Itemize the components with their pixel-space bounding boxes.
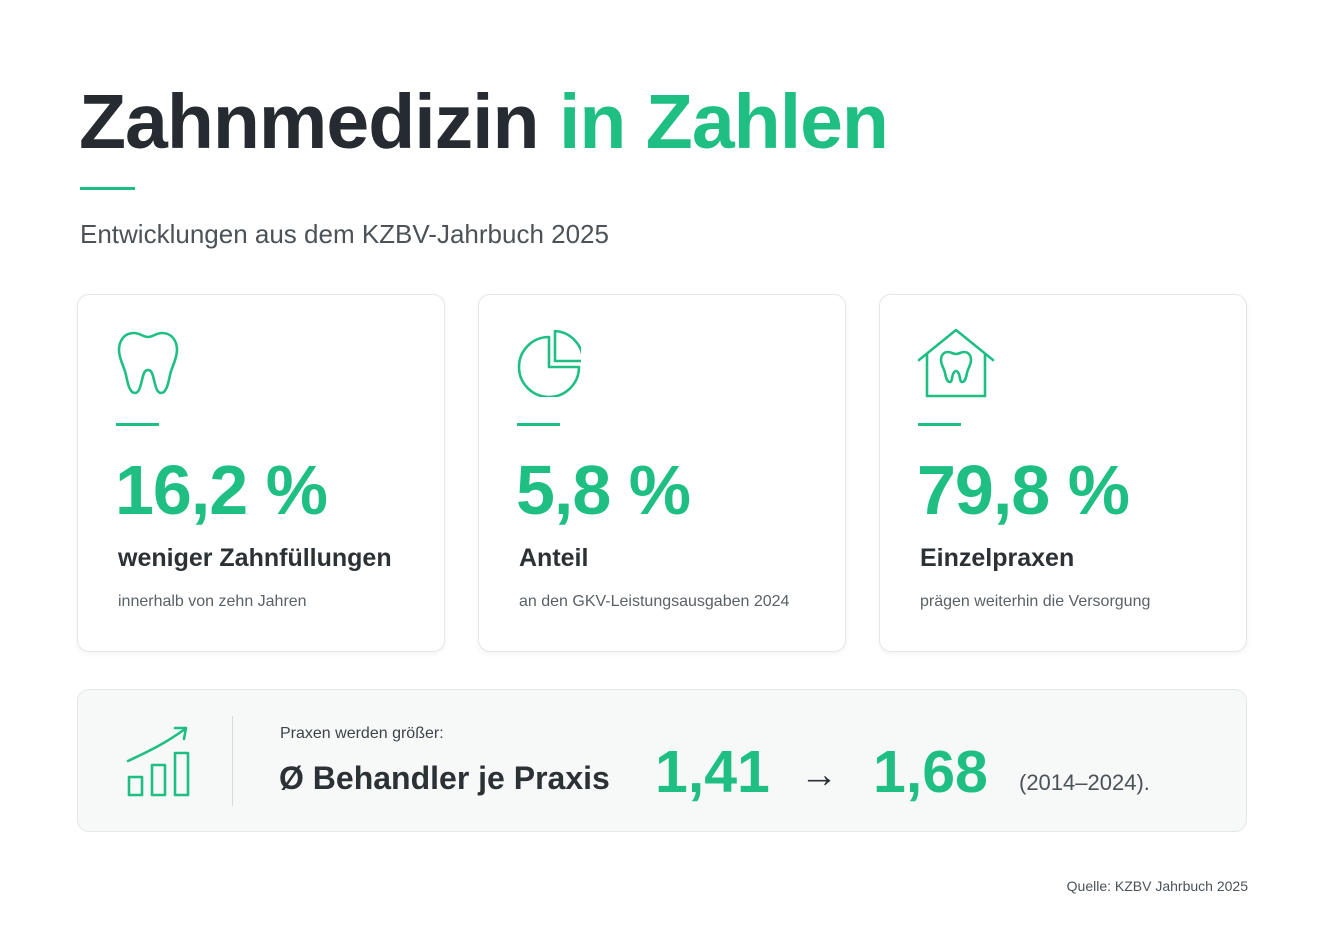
title-underline [80,187,135,190]
banner-kicker: Praxen werden größer: [280,725,444,742]
house-tooth-icon [917,328,995,398]
practice-size-banner: Praxen werden größer: Ø Behandler je Pra… [77,689,1247,832]
page-title: Zahnmedizin in Zahlen [79,84,889,161]
tooth-icon [117,331,179,395]
value-2024: 1,68 [873,739,988,805]
stat-card-share: 5,8 % Anteil an den GKV-Leistungsausgabe… [478,294,846,652]
title-accent: in Zahlen [558,79,889,165]
growth-chart-icon [126,726,190,797]
page-subtitle: Entwicklungen aus dem KZBV-Jahrbuch 2025 [80,219,609,249]
stat-caption: innerhalb von zehn Jahren [118,593,307,610]
stat-label: Einzelpraxen [920,544,1075,572]
stat-value: 5,8 % [516,451,691,529]
stat-caption: an den GKV-Leistungsausgaben 2024 [519,593,790,610]
value-2014: 1,41 [655,739,770,805]
stat-card-single-practices: 79,8 % Einzelpraxen prägen weiterhin die… [879,294,1247,652]
year-range: (2014–2024). [1019,770,1150,795]
stat-value: 16,2 % [115,451,328,529]
stat-label: Anteil [519,544,589,572]
title-main: Zahnmedizin [79,79,540,165]
card-accent-rule [517,423,560,426]
stat-value: 79,8 % [917,451,1130,529]
pie-chart-icon [517,329,581,397]
source-note: Quelle: KZBV Jahrbuch 2025 [1066,878,1248,894]
stat-caption: prägen weiterhin die Versorgung [920,593,1151,610]
card-accent-rule [116,423,159,426]
banner-label: Ø Behandler je Praxis [279,760,610,796]
stat-card-fillings: 16,2 % weniger Zahnfüllungen innerhalb v… [77,294,445,652]
banner-divider [232,716,233,806]
arrow-right-icon: → [800,754,838,796]
stat-label: weniger Zahnfüllungen [118,544,392,572]
card-accent-rule [918,423,961,426]
